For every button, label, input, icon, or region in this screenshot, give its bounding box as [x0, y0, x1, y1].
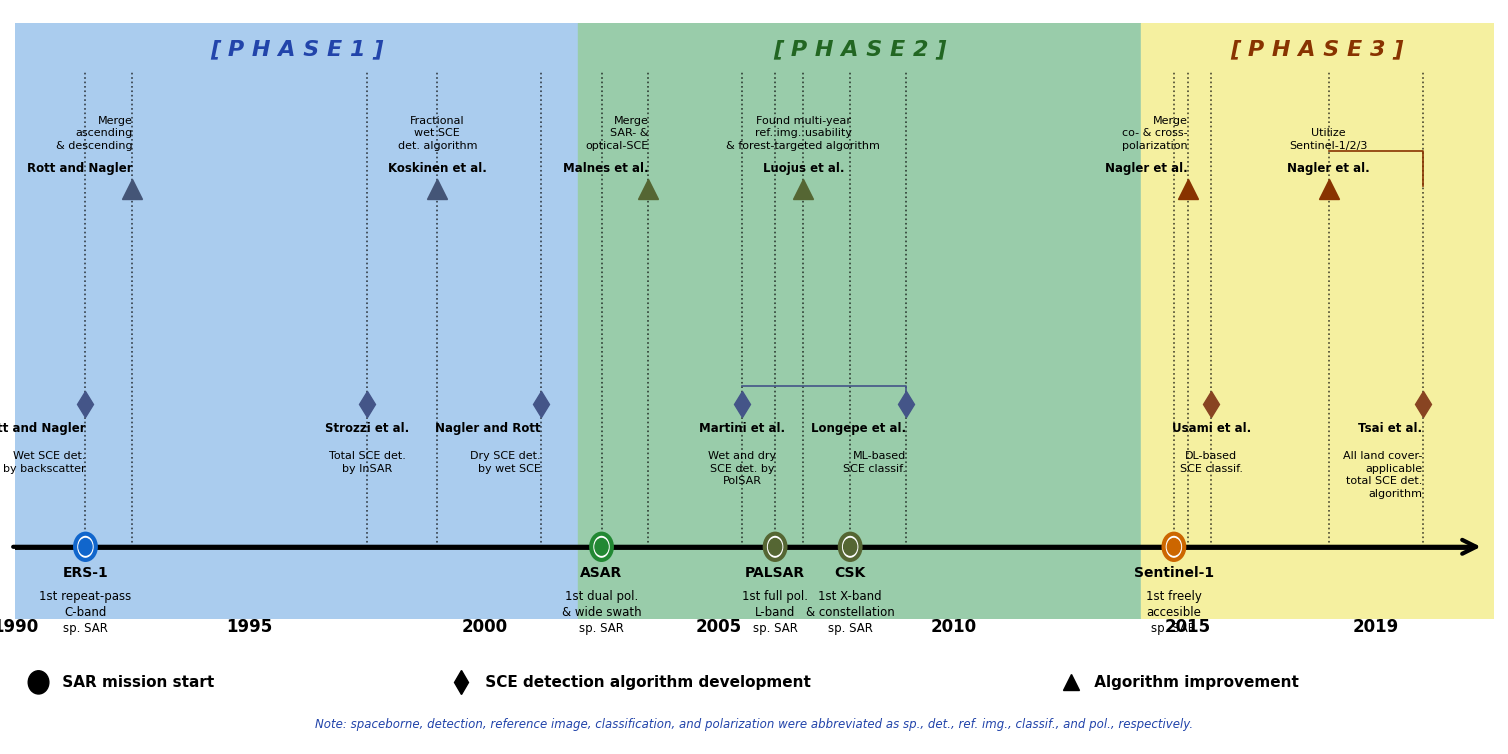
Circle shape	[78, 538, 92, 555]
Text: Tsai et al.: Tsai et al.	[1359, 421, 1422, 435]
Text: 1st full pol.
L-band
sp. SAR: 1st full pol. L-band sp. SAR	[742, 590, 808, 635]
Text: 1995: 1995	[226, 618, 273, 636]
Text: [ P H A S E 3 ]: [ P H A S E 3 ]	[1231, 39, 1404, 60]
Text: 2005: 2005	[695, 618, 742, 636]
Text: All land cover-
applicable
total SCE det.
algorithm: All land cover- applicable total SCE det…	[1344, 452, 1422, 498]
Text: Total SCE det.
by InSAR: Total SCE det. by InSAR	[329, 452, 406, 474]
Text: Nagler et al.: Nagler et al.	[1105, 161, 1188, 174]
Text: Usami et al.: Usami et al.	[1172, 421, 1252, 435]
Text: 1st dual pol.
& wide swath
sp. SAR: 1st dual pol. & wide swath sp. SAR	[561, 590, 641, 635]
Circle shape	[591, 534, 612, 560]
Text: [ P H A S E 1 ]: [ P H A S E 1 ]	[210, 39, 383, 60]
Circle shape	[75, 534, 97, 560]
Circle shape	[840, 534, 861, 560]
Text: SAR mission start: SAR mission start	[57, 675, 214, 690]
Text: 1990: 1990	[0, 618, 38, 636]
Text: 2000: 2000	[461, 618, 507, 636]
Text: Longepe et al.: Longepe et al.	[811, 421, 906, 435]
Text: Sentinel-1: Sentinel-1	[1134, 566, 1214, 580]
Text: 1st freely
accesible
sp. SAR: 1st freely accesible sp. SAR	[1146, 590, 1202, 635]
Text: ERS-1: ERS-1	[62, 566, 109, 580]
Text: Merge
co- & cross-
polarization: Merge co- & cross- polarization	[1122, 116, 1188, 151]
Text: 2010: 2010	[930, 618, 977, 636]
Circle shape	[29, 671, 48, 694]
Text: Rott and Nagler: Rott and Nagler	[27, 161, 133, 174]
Text: Wet and dry
SCE det. by
PolSAR: Wet and dry SCE det. by PolSAR	[709, 452, 777, 486]
Text: PALSAR: PALSAR	[745, 566, 805, 580]
Text: Algorithm improvement: Algorithm improvement	[1089, 675, 1300, 690]
Circle shape	[1164, 534, 1184, 560]
Circle shape	[765, 534, 786, 560]
Text: 2015: 2015	[1164, 618, 1211, 636]
Text: SCE detection algorithm development: SCE detection algorithm development	[480, 675, 810, 690]
Text: Merge
ascending
& descending: Merge ascending & descending	[56, 116, 133, 151]
Text: Wet SCE det.
by backscatter: Wet SCE det. by backscatter	[3, 452, 86, 474]
Text: 1st repeat-pass
C-band
sp. SAR: 1st repeat-pass C-band sp. SAR	[39, 590, 131, 635]
Text: 2019: 2019	[1353, 618, 1399, 636]
Text: ASAR: ASAR	[581, 566, 623, 580]
Text: Strozzi et al.: Strozzi et al.	[324, 421, 409, 435]
Circle shape	[596, 538, 608, 555]
Text: Luojus et al.: Luojus et al.	[763, 161, 844, 174]
Text: Utilize
Sentinel-1/2/3: Utilize Sentinel-1/2/3	[1289, 128, 1368, 151]
Text: Found multi-year
ref. img. usability
& forest-targeted algorithm: Found multi-year ref. img. usability & f…	[727, 116, 881, 151]
Text: Note: spaceborne, detection, reference image, classification, and polarization w: Note: spaceborne, detection, reference i…	[315, 719, 1193, 731]
Text: Dry SCE det.
by wet SCE: Dry SCE det. by wet SCE	[470, 452, 540, 474]
Circle shape	[1167, 538, 1181, 555]
Text: Koskinen et al.: Koskinen et al.	[388, 161, 487, 174]
Text: CSK: CSK	[834, 566, 866, 580]
Text: DL-based
SCE classif.: DL-based SCE classif.	[1179, 452, 1243, 474]
Circle shape	[843, 538, 857, 555]
Text: Rott and Nagler: Rott and Nagler	[0, 421, 86, 435]
Text: Nagler and Rott: Nagler and Rott	[434, 421, 540, 435]
Text: [ P H A S E 2 ]: [ P H A S E 2 ]	[774, 39, 946, 60]
Text: 1st X-band
& constellation
sp. SAR: 1st X-band & constellation sp. SAR	[805, 590, 894, 635]
Text: Fractional
wet SCE
det. algorithm: Fractional wet SCE det. algorithm	[398, 116, 477, 151]
Text: Merge
SAR- &
optical-SCE: Merge SAR- & optical-SCE	[585, 116, 648, 151]
Text: Martini et al.: Martini et al.	[700, 421, 786, 435]
Circle shape	[769, 538, 781, 555]
Text: ML-based
SCE classif.: ML-based SCE classif.	[843, 452, 906, 474]
Text: Malnes et al.: Malnes et al.	[562, 161, 648, 174]
Text: Nagler et al.: Nagler et al.	[1288, 161, 1371, 174]
